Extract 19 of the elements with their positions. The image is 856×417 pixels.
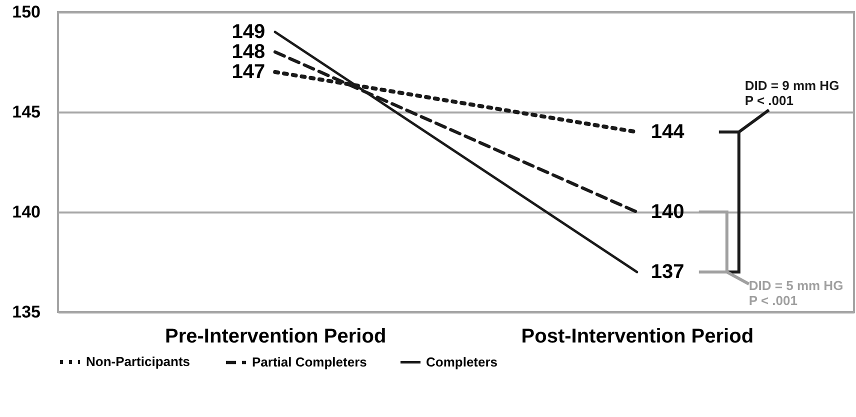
data-label: 147 (232, 61, 266, 83)
y-tick-label: 140 (12, 202, 40, 222)
annotation: P < .001 (748, 293, 798, 308)
legend-label: Completers (426, 354, 498, 370)
annotation: DID = 5 mm HG (748, 278, 844, 293)
data-label: 148 (232, 41, 266, 63)
y-tick-label: 145 (12, 102, 40, 122)
legend-label: Partial Completers (252, 354, 367, 370)
y-tick-label: 135 (12, 302, 40, 322)
x-tick-label: Post-Intervention Period (521, 326, 754, 348)
legend-label: Non-Participants (86, 354, 190, 369)
annotation: P < .001 (744, 93, 794, 108)
data-label: 144 (650, 121, 686, 143)
annotation: DID = 9 mm HG (744, 78, 840, 93)
data-label: 140 (650, 201, 684, 223)
data-label: 137 (650, 261, 684, 283)
x-tick-label: Pre-Intervention Period (165, 326, 386, 348)
y-tick-label: 150 (12, 2, 40, 22)
data-label: 149 (232, 21, 266, 43)
